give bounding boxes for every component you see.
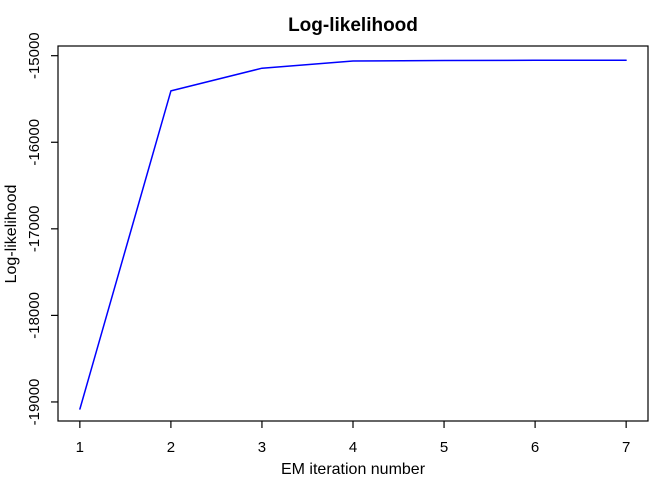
x-axis-tick-label: 2 [167, 439, 175, 456]
x-axis-tick-label: 1 [76, 439, 84, 456]
y-axis-tick-label: -18000 [26, 292, 43, 339]
chart-generated-layer: 1 2 3 4 5 6 7 -15000 -16000 -17000 -18000 -19000 [26, 32, 649, 456]
y-axis-tick-label: -16000 [26, 119, 43, 166]
plot-border [57, 45, 649, 422]
y-axis-label: Log-likelihood [3, 185, 20, 284]
y-axis-tick-label: -19000 [26, 379, 43, 426]
x-axis-tick-label: 3 [258, 439, 266, 456]
x-axis-tick-label: 6 [531, 439, 539, 456]
chart-line [79, 59, 627, 410]
chart-title: Log-likelihood [288, 15, 418, 36]
x-axis-tick-label: 7 [622, 439, 630, 456]
y-axis-tick-label: -15000 [26, 32, 43, 79]
y-axis-tick-label: -17000 [26, 205, 43, 252]
x-axis-tick-label: 4 [349, 439, 357, 456]
x-axis-tick-label: 5 [440, 439, 448, 456]
x-axis-label: EM iteration number [281, 461, 426, 478]
